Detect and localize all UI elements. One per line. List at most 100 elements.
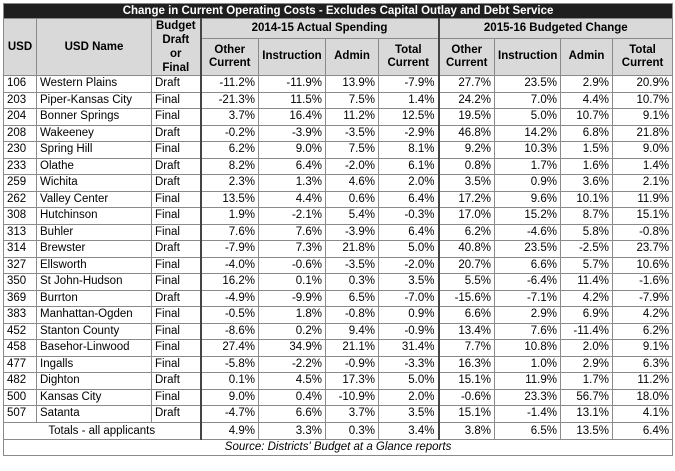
budget-status-cell: Final	[151, 355, 201, 373]
value-cell: 0.6%	[325, 190, 379, 208]
usd-name-cell: Olathe	[36, 157, 152, 175]
value-cell: 11.9%	[494, 372, 561, 390]
value-cell: 5.0%	[378, 240, 439, 258]
usd-name-cell: Ellsworth	[36, 256, 152, 274]
value-cell: 1.8%	[258, 306, 326, 324]
usd-cell: 314	[3, 240, 37, 258]
usd-cell: 350	[3, 273, 37, 291]
table-row: 230 Spring Hill Final 6.2% 9.0% 7.5% 8.1% 9.2% 1…	[3, 141, 674, 159]
value-cell: 56.7%	[560, 388, 613, 406]
value-cell: -2.2%	[258, 355, 326, 373]
value-cell: -9.9%	[258, 289, 326, 307]
usd-name-cell: Satanta	[36, 405, 152, 423]
budget-status-cell: Draft	[151, 405, 201, 423]
header-usd: USD	[3, 18, 37, 76]
value-cell: 15.2%	[494, 207, 561, 225]
value-cell: 7.7%	[437, 339, 495, 357]
value-cell: 13.1%	[560, 405, 613, 423]
usd-name-cell: Western Plains	[36, 75, 152, 93]
value-cell: 20.7%	[437, 256, 495, 274]
usd-cell: 308	[3, 207, 37, 225]
value-cell: 10.1%	[560, 190, 613, 208]
value-cell: -0.9%	[325, 355, 379, 373]
table-row: 482 Dighton Draft 0.1% 4.5% 17.3% 5.0% 15.1% 11.…	[3, 372, 674, 390]
table-row: 308 Hutchinson Final 1.9% -2.1% 5.4% -0.3% 17.0…	[3, 207, 674, 225]
value-cell: 7.5%	[325, 141, 379, 159]
value-cell: 6.6%	[494, 256, 561, 274]
value-cell: 8.2%	[199, 157, 259, 175]
header-sub: Admin	[560, 37, 613, 77]
value-cell: 16.4%	[258, 108, 326, 126]
usd-name-cell: Piper-Kansas City	[36, 91, 152, 109]
table-row: 477 Ingalls Final -5.8% -2.2% -0.9% -3.3% 16.3%…	[3, 355, 674, 373]
usd-name-cell: Hutchinson	[36, 207, 152, 225]
value-cell: 2.9%	[560, 75, 613, 93]
value-cell: -11.9%	[258, 75, 326, 93]
value-cell: 9.0%	[199, 388, 259, 406]
table-row: 106 Western Plains Draft -11.2% -11.9% 13.9% -…	[3, 75, 674, 93]
value-cell: 7.6%	[258, 223, 326, 241]
usd-name-cell: Wakeeney	[36, 124, 152, 142]
value-cell: 7.6%	[494, 322, 561, 340]
budget-status-cell: Final	[151, 388, 201, 406]
table-row: 507 Satanta Draft -4.7% 6.6% 3.7% 3.5% 15.1% -1.…	[3, 405, 674, 423]
value-cell: -0.8%	[325, 306, 379, 324]
usd-cell: 230	[3, 141, 37, 159]
value-cell: 14.2%	[494, 124, 561, 142]
value-cell: 18.0%	[611, 388, 674, 406]
totals-label: Totals - all applicants	[3, 421, 201, 440]
value-cell: 4.4%	[560, 91, 613, 109]
value-cell: 17.3%	[325, 372, 379, 390]
usd-cell: 482	[3, 372, 37, 390]
usd-name-cell: Burrton	[36, 289, 152, 307]
value-cell: 5.0%	[378, 372, 439, 390]
value-cell: -3.3%	[378, 355, 439, 373]
value-cell: -1.4%	[494, 405, 561, 423]
header-sub: Total Current	[611, 37, 674, 77]
usd-name-cell: Manhattan-Ogden	[36, 306, 152, 324]
value-cell: -2.1%	[258, 207, 326, 225]
usd-name-cell: Valley Center	[36, 190, 152, 208]
value-cell: -0.6%	[437, 388, 495, 406]
value-cell: 11.2%	[325, 108, 379, 126]
usd-name-cell: Kansas City	[36, 388, 152, 406]
value-cell: 24.2%	[437, 91, 495, 109]
value-cell: -3.9%	[325, 223, 379, 241]
operating-costs-table: Change in Current Operating Costs - Excl…	[2, 3, 674, 456]
value-cell: 16.2%	[199, 273, 259, 291]
value-cell: 9.1%	[611, 339, 674, 357]
usd-cell: 369	[3, 289, 37, 307]
value-cell: 9.4%	[325, 322, 379, 340]
value-cell: 23.3%	[494, 388, 561, 406]
usd-cell: 259	[3, 174, 37, 192]
value-cell: 31.4%	[378, 339, 439, 357]
value-cell: 21.8%	[611, 124, 674, 142]
total-cell: 6.5%	[494, 421, 561, 440]
usd-cell: 233	[3, 157, 37, 175]
value-cell: -2.5%	[560, 240, 613, 258]
usd-name-cell: Dighton	[36, 372, 152, 390]
usd-cell: 458	[3, 339, 37, 357]
usd-name-cell: Buhler	[36, 223, 152, 241]
value-cell: 0.4%	[258, 388, 326, 406]
table-row: 233 Olathe Draft 8.2% 6.4% -2.0% 6.1% 0.8% 1.7% 1…	[3, 157, 674, 175]
value-cell: 6.2%	[611, 322, 674, 340]
value-cell: 6.2%	[437, 223, 495, 241]
usd-name-cell: Ingalls	[36, 355, 152, 373]
table-row: 208 Wakeeney Draft -0.2% -3.9% -3.5% -2.9% 46.8…	[3, 124, 674, 142]
value-cell: 1.5%	[560, 141, 613, 159]
table-title: Change in Current Operating Costs - Excl…	[2, 3, 674, 19]
budget-status-cell: Draft	[151, 174, 201, 192]
usd-name-cell: Bonner Springs	[36, 108, 152, 126]
value-cell: 27.7%	[437, 75, 495, 93]
value-cell: 46.8%	[437, 124, 495, 142]
value-cell: 34.9%	[258, 339, 326, 357]
table-row: 203 Piper-Kansas City Final -21.3% 11.5% 7.5%…	[3, 91, 674, 109]
total-cell: 3.8%	[437, 421, 495, 440]
value-cell: 13.9%	[325, 75, 379, 93]
table-row: 452 Stanton County Final -8.6% 0.2% 9.4% -0.9%…	[3, 322, 674, 340]
value-cell: 17.0%	[437, 207, 495, 225]
value-cell: -7.9%	[199, 240, 259, 258]
budget-status-cell: Final	[151, 256, 201, 274]
value-cell: 9.0%	[611, 141, 674, 159]
